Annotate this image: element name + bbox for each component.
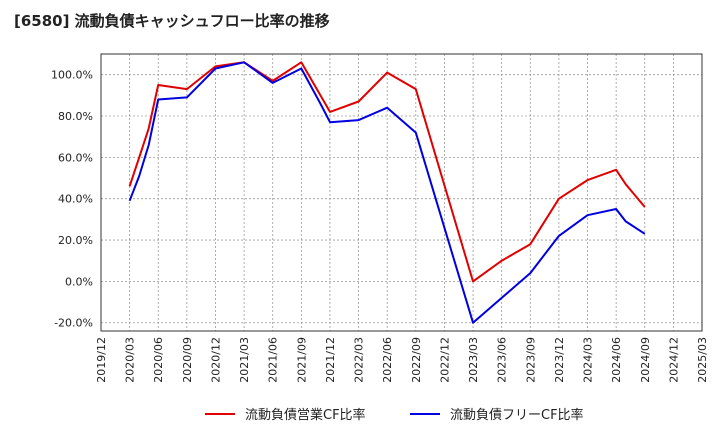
x-tick-label: 2019/12 bbox=[95, 337, 108, 383]
x-tick-label: 2025/03 bbox=[696, 337, 709, 383]
x-tick-label: 2022/03 bbox=[353, 337, 366, 383]
x-tick-label: 2023/09 bbox=[524, 337, 537, 383]
x-tick-label: 2023/03 bbox=[467, 337, 480, 383]
x-tick-label: 2021/12 bbox=[324, 337, 337, 383]
series-layer bbox=[128, 61, 646, 324]
y-tick-label: 60.0% bbox=[58, 151, 93, 164]
legend: 流動負債営業CF比率 流動負債フリーCF比率 bbox=[205, 407, 584, 423]
series-line-2 bbox=[128, 61, 646, 324]
grid-layer bbox=[100, 54, 703, 331]
x-tick-label: 2021/06 bbox=[267, 337, 280, 383]
axis-layer: 2019/12 2020/03 2020/06 2020/09 2020/12 2021/… bbox=[51, 53, 709, 383]
x-tick-label: 2022/09 bbox=[410, 337, 423, 383]
x-tick-label: 2020/12 bbox=[209, 337, 222, 383]
x-tick-label: 2021/03 bbox=[238, 337, 251, 383]
x-tick-label: 2024/03 bbox=[582, 337, 595, 383]
x-tick-label: 2021/09 bbox=[295, 337, 308, 383]
legend-label-2: 流動負債フリーCF比率 bbox=[450, 407, 584, 423]
x-tick-label: 2024/09 bbox=[639, 337, 652, 383]
x-tick-label: 2024/06 bbox=[610, 337, 623, 383]
x-tick-label: 2024/12 bbox=[667, 337, 680, 383]
y-tick-label: 40.0% bbox=[58, 193, 93, 206]
x-tick-label: 2023/12 bbox=[553, 337, 566, 383]
plot-frame bbox=[100, 53, 703, 332]
x-tick-label: 2020/03 bbox=[124, 337, 137, 383]
y-tick-label: 20.0% bbox=[58, 234, 93, 247]
x-tick-label: 2022/12 bbox=[438, 337, 451, 383]
x-tick-label: 2023/06 bbox=[496, 337, 509, 383]
y-tick-label: 80.0% bbox=[58, 110, 93, 123]
legend-label-1: 流動負債営業CF比率 bbox=[245, 407, 366, 423]
series-line-1 bbox=[128, 61, 646, 283]
x-tick-label: 2022/06 bbox=[381, 337, 394, 383]
y-tick-label: 100.0% bbox=[51, 69, 93, 82]
y-tick-label: -20.0% bbox=[54, 317, 93, 330]
y-tick-label: 0.0% bbox=[65, 275, 93, 288]
chart-title: [6580] 流動負債キャッシュフロー比率の推移 bbox=[14, 12, 330, 30]
x-tick-label: 2020/09 bbox=[181, 337, 194, 383]
x-tick-label: 2020/06 bbox=[152, 337, 165, 383]
